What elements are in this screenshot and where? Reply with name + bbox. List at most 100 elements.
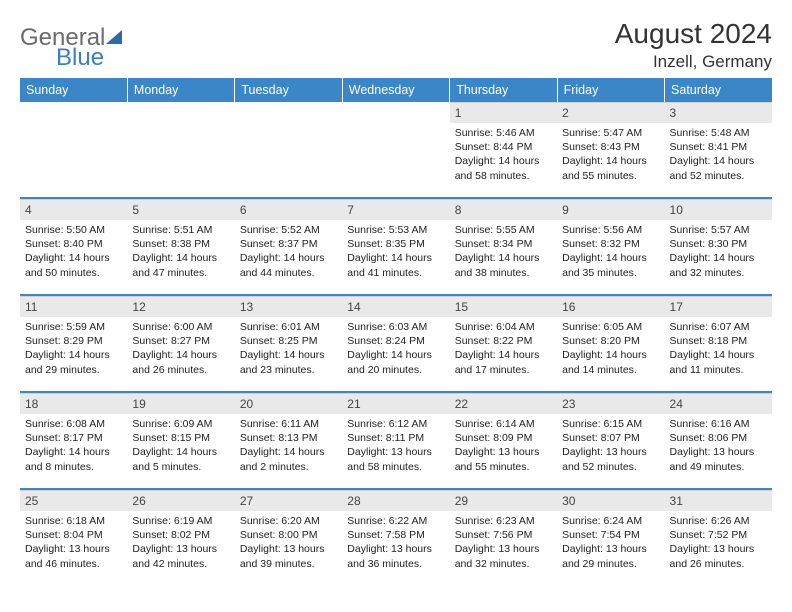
day-number-bar: [127, 102, 234, 108]
sunset-text: Sunset: 8:35 PM: [347, 237, 444, 251]
calendar-day-cell: 11Sunrise: 5:59 AMSunset: 8:29 PMDayligh…: [20, 296, 127, 392]
day-number-bar: 1: [450, 102, 557, 123]
weekday-header: Saturday: [665, 78, 772, 102]
calendar-day-cell: 22Sunrise: 6:14 AMSunset: 8:09 PMDayligh…: [450, 393, 557, 489]
sunrise-text: Sunrise: 6:04 AM: [455, 320, 552, 334]
calendar-table: Sunday Monday Tuesday Wednesday Thursday…: [20, 78, 772, 586]
daylight-text: Daylight: 14 hours and 2 minutes.: [240, 445, 337, 473]
calendar-day-cell: 14Sunrise: 6:03 AMSunset: 8:24 PMDayligh…: [342, 296, 449, 392]
day-number-bar: 4: [20, 199, 127, 220]
calendar-day-cell: 13Sunrise: 6:01 AMSunset: 8:25 PMDayligh…: [235, 296, 342, 392]
daylight-text: Daylight: 14 hours and 55 minutes.: [562, 154, 659, 182]
day-body: Sunrise: 6:19 AMSunset: 8:02 PMDaylight:…: [127, 511, 234, 575]
daylight-text: Daylight: 14 hours and 52 minutes.: [670, 154, 767, 182]
sunrise-text: Sunrise: 5:47 AM: [562, 126, 659, 140]
day-number-bar: 31: [665, 490, 772, 511]
calendar-day-cell: 21Sunrise: 6:12 AMSunset: 8:11 PMDayligh…: [342, 393, 449, 489]
sunrise-text: Sunrise: 6:23 AM: [455, 514, 552, 528]
sunrise-text: Sunrise: 6:11 AM: [240, 417, 337, 431]
calendar-day-cell: 27Sunrise: 6:20 AMSunset: 8:00 PMDayligh…: [235, 490, 342, 586]
sunset-text: Sunset: 8:40 PM: [25, 237, 122, 251]
sunrise-text: Sunrise: 6:18 AM: [25, 514, 122, 528]
day-body: Sunrise: 6:15 AMSunset: 8:07 PMDaylight:…: [557, 414, 664, 478]
calendar-day-cell: 28Sunrise: 6:22 AMSunset: 7:58 PMDayligh…: [342, 490, 449, 586]
day-number-bar: 16: [557, 296, 664, 317]
calendar-day-cell: [342, 102, 449, 198]
daylight-text: Daylight: 13 hours and 32 minutes.: [455, 542, 552, 570]
calendar-page: General August 2024 Inzell, Germany Blue…: [0, 0, 792, 596]
day-body: Sunrise: 5:56 AMSunset: 8:32 PMDaylight:…: [557, 220, 664, 284]
sunset-text: Sunset: 8:02 PM: [132, 528, 229, 542]
daylight-text: Daylight: 14 hours and 47 minutes.: [132, 251, 229, 279]
sunset-text: Sunset: 8:09 PM: [455, 431, 552, 445]
calendar-day-cell: 1 Sunrise: 5:46 AMSunset: 8:44 PMDaylight…: [450, 102, 557, 198]
calendar-day-cell: 5Sunrise: 5:51 AMSunset: 8:38 PMDaylight…: [127, 199, 234, 295]
sunrise-text: Sunrise: 5:59 AM: [25, 320, 122, 334]
weekday-header: Friday: [557, 78, 664, 102]
calendar-day-cell: 2Sunrise: 5:47 AMSunset: 8:43 PMDaylight…: [557, 102, 664, 198]
calendar-header-row: Sunday Monday Tuesday Wednesday Thursday…: [20, 78, 772, 102]
daylight-text: Daylight: 14 hours and 29 minutes.: [25, 348, 122, 376]
day-body: Sunrise: 6:16 AMSunset: 8:06 PMDaylight:…: [665, 414, 772, 478]
sunset-text: Sunset: 8:44 PM: [455, 140, 552, 154]
day-number-bar: [235, 102, 342, 108]
daylight-text: Daylight: 14 hours and 26 minutes.: [132, 348, 229, 376]
daylight-text: Daylight: 13 hours and 46 minutes.: [25, 542, 122, 570]
sunset-text: Sunset: 8:06 PM: [670, 431, 767, 445]
calendar-day-cell: 29Sunrise: 6:23 AMSunset: 7:56 PMDayligh…: [450, 490, 557, 586]
daylight-text: Daylight: 13 hours and 49 minutes.: [670, 445, 767, 473]
day-number-bar: 28: [342, 490, 449, 511]
day-body: Sunrise: 6:04 AMSunset: 8:22 PMDaylight:…: [450, 317, 557, 381]
daylight-text: Daylight: 14 hours and 23 minutes.: [240, 348, 337, 376]
calendar-day-cell: 31Sunrise: 6:26 AMSunset: 7:52 PMDayligh…: [665, 490, 772, 586]
sunrise-text: Sunrise: 6:26 AM: [670, 514, 767, 528]
day-number-bar: 22: [450, 393, 557, 414]
calendar-week-row: 18 Sunrise: 6:08 AMSunset: 8:17 PM Dayligh…: [20, 393, 772, 489]
sunrise-text: Sunrise: 6:03 AM: [347, 320, 444, 334]
sunrise-text: Sunrise: 6:08 AM: [25, 417, 122, 431]
sunset-text: Sunset: 8:38 PM: [132, 237, 229, 251]
day-body: Sunrise: 5:57 AMSunset: 8:30 PMDaylight:…: [665, 220, 772, 284]
weekday-header: Wednesday: [342, 78, 449, 102]
calendar-day-cell: 7Sunrise: 5:53 AMSunset: 8:35 PMDaylight…: [342, 199, 449, 295]
day-number-bar: 20: [235, 393, 342, 414]
day-number-bar: 15: [450, 296, 557, 317]
day-number-bar: 13: [235, 296, 342, 317]
day-body: Sunrise: 6:05 AMSunset: 8:20 PMDaylight:…: [557, 317, 664, 381]
calendar-day-cell: [127, 102, 234, 198]
sunset-text: Sunset: 8:20 PM: [562, 334, 659, 348]
weekday-header: Sunday: [20, 78, 127, 102]
location: Inzell, Germany: [615, 52, 772, 72]
day-body: Sunrise: 6:26 AMSunset: 7:52 PMDaylight:…: [665, 511, 772, 575]
daylight-text: Daylight: 13 hours and 39 minutes.: [240, 542, 337, 570]
day-body: Sunrise: 6:22 AMSunset: 7:58 PMDaylight:…: [342, 511, 449, 575]
calendar-week-row: 11Sunrise: 5:59 AMSunset: 8:29 PMDayligh…: [20, 296, 772, 392]
daylight-text: Daylight: 13 hours and 29 minutes.: [562, 542, 659, 570]
day-number-bar: 9: [557, 199, 664, 220]
daylight-text: Daylight: 13 hours and 42 minutes.: [132, 542, 229, 570]
sunset-text: Sunset: 8:13 PM: [240, 431, 337, 445]
day-number-bar: 18: [20, 393, 127, 414]
day-body: Sunrise: 6:12 AMSunset: 8:11 PMDaylight:…: [342, 414, 449, 478]
sunrise-text: Sunrise: 6:22 AM: [347, 514, 444, 528]
header: General August 2024 Inzell, Germany: [20, 18, 772, 72]
day-number-bar: 6: [235, 199, 342, 220]
day-body: Sunrise: 6:01 AMSunset: 8:25 PMDaylight:…: [235, 317, 342, 381]
sunset-text: Sunset: 8:37 PM: [240, 237, 337, 251]
sunrise-text: Sunrise: 5:46 AM: [455, 126, 552, 140]
calendar-day-cell: 4Sunrise: 5:50 AMSunset: 8:40 PMDaylight…: [20, 199, 127, 295]
calendar-day-cell: 6Sunrise: 5:52 AMSunset: 8:37 PMDaylight…: [235, 199, 342, 295]
sunrise-text: Sunrise: 5:57 AM: [670, 223, 767, 237]
calendar-day-cell: 3Sunrise: 5:48 AMSunset: 8:41 PMDaylight…: [665, 102, 772, 198]
sunrise-text: Sunrise: 5:51 AM: [132, 223, 229, 237]
sunset-text: Sunset: 8:17 PM: [25, 431, 122, 445]
calendar-day-cell: 8Sunrise: 5:55 AMSunset: 8:34 PMDaylight…: [450, 199, 557, 295]
sunset-text: Sunset: 8:30 PM: [670, 237, 767, 251]
sunset-text: Sunset: 8:18 PM: [670, 334, 767, 348]
sunset-text: Sunset: 8:15 PM: [132, 431, 229, 445]
day-body: Sunrise: 6:24 AMSunset: 7:54 PMDaylight:…: [557, 511, 664, 575]
day-body: Sunrise: 6:03 AMSunset: 8:24 PMDaylight:…: [342, 317, 449, 381]
calendar-day-cell: [20, 102, 127, 198]
day-number-bar: 2: [557, 102, 664, 123]
daylight-text: Daylight: 14 hours and 58 minutes.: [455, 154, 552, 182]
